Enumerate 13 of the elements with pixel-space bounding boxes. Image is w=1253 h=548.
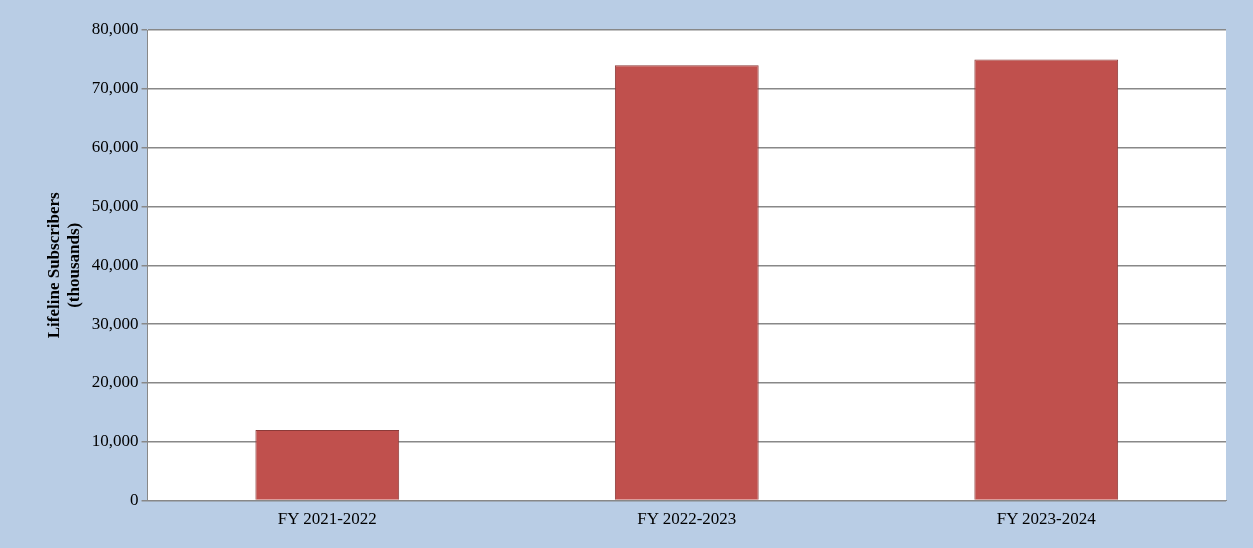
y-tick-label: 30,000 bbox=[91, 313, 139, 333]
y-tick-label: 80,000 bbox=[91, 19, 139, 39]
x-tick-label: FY 2021-2022 bbox=[277, 509, 377, 529]
y-tick-label: 60,000 bbox=[91, 137, 139, 157]
y-tick-label: 10,000 bbox=[91, 431, 139, 451]
x-tick-label: FY 2023-2024 bbox=[996, 509, 1097, 529]
y-tick-label: 50,000 bbox=[91, 195, 139, 215]
x-tick-label: FY 2022-2023 bbox=[637, 509, 737, 529]
y-tick-label: 70,000 bbox=[91, 78, 139, 98]
y-axis-title: Lifeline Subscribers (thousands) bbox=[43, 191, 83, 339]
y-tick-label: 20,000 bbox=[91, 372, 139, 392]
y-tick-label: 40,000 bbox=[91, 254, 139, 274]
y-tick-label: 0 bbox=[130, 490, 139, 510]
